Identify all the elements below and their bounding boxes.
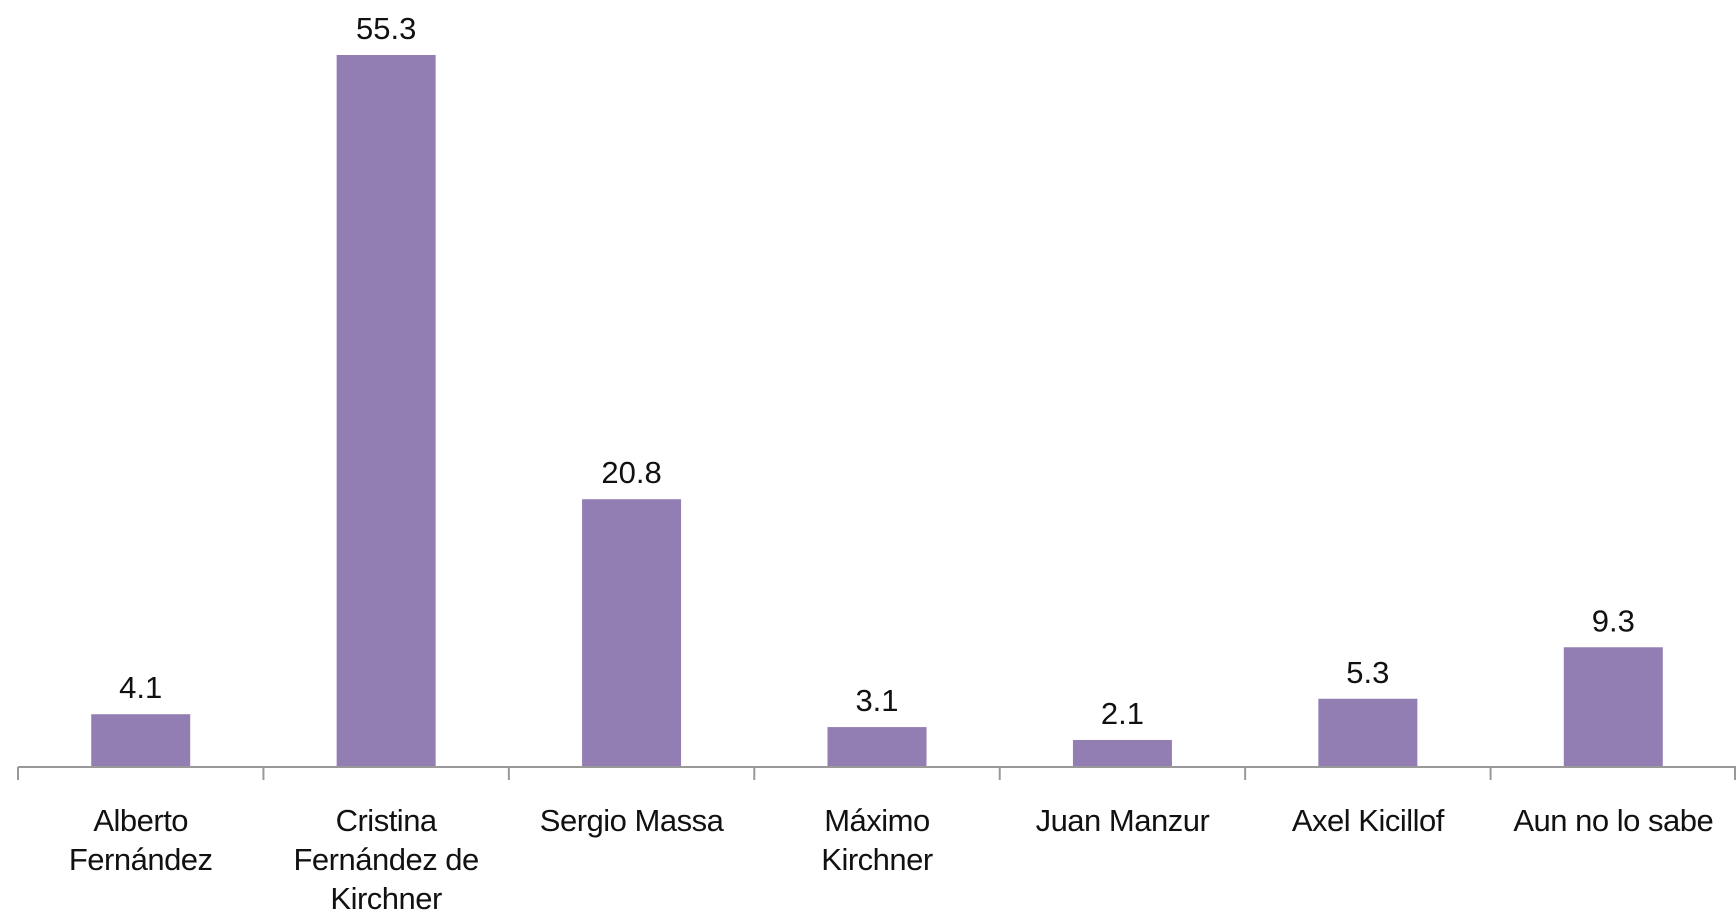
bar (827, 727, 927, 767)
x-tick-label: Cristina Fernández de Kirchner (293, 803, 479, 916)
value-label: 55.3 (356, 11, 416, 46)
bar (336, 55, 436, 767)
x-tick-label: Axel Kicillof (1291, 803, 1445, 838)
x-tick-label: Máximo Kirchner (821, 803, 933, 877)
x-tick-label: Sergio Massa (539, 803, 724, 838)
value-label: 5.3 (1346, 655, 1389, 690)
bar (91, 714, 191, 767)
bar (1563, 647, 1663, 767)
x-tick-label: Alberto Fernández (68, 803, 213, 877)
value-label: 20.8 (601, 455, 661, 490)
bar (582, 499, 682, 767)
bar (1318, 698, 1418, 767)
value-label: 2.1 (1101, 696, 1144, 731)
x-tick-label: Aun no lo sabe (1513, 803, 1714, 838)
bar (1072, 739, 1172, 767)
value-label: 3.1 (855, 683, 898, 718)
value-label: 9.3 (1592, 603, 1635, 638)
value-label: 4.1 (119, 670, 162, 705)
x-tick-label: Juan Manzur (1035, 803, 1210, 838)
